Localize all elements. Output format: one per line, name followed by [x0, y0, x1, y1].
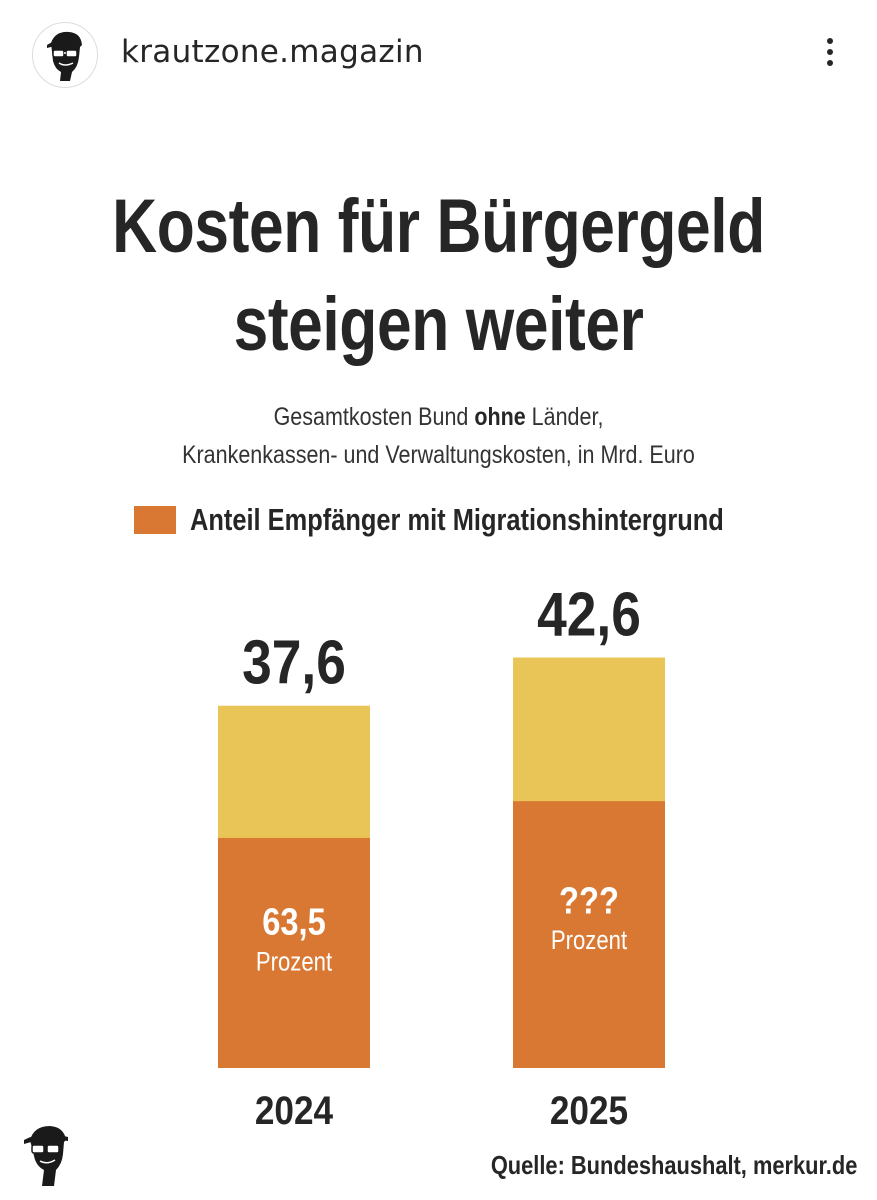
share-label-2025: ???: [559, 879, 619, 922]
x-tick-label-2025: 2025: [550, 1088, 628, 1133]
bar-chart: 37,6 63,5 Prozent 2024 42,6??? Prozent 2025: [218, 581, 665, 1133]
share-unit-2025: Prozent: [551, 926, 627, 956]
legend-swatch: [134, 506, 176, 534]
post-header: krautzone.magazin: [0, 0, 877, 105]
share-label-2024: 63,5: [262, 900, 326, 943]
subtitle-part-1: Gesamtkosten Bund: [273, 403, 475, 431]
total-label-2025: 42,6: [537, 581, 641, 650]
subtitle-part-2: Länder,: [525, 403, 604, 431]
total-label-2024: 37,6: [242, 629, 346, 698]
share-unit-2024: Prozent: [256, 948, 332, 978]
krautzone-logo-icon: [22, 1120, 78, 1190]
chart-title-line-1: Kosten für Bürgergeld: [112, 184, 765, 269]
chart-title-line-2: steigen weiter: [233, 282, 644, 367]
subtitle-bold: ohne: [474, 403, 526, 431]
source-note: Quelle: Bundeshaushalt, merkur.de: [490, 1150, 857, 1180]
bar-share-2025: [513, 801, 665, 1068]
profile-avatar-icon[interactable]: [32, 22, 98, 88]
chart-subtitle: Gesamtkosten Bund ohne Länder, Krankenka…: [61, 398, 815, 474]
more-vertical-icon[interactable]: [812, 32, 848, 72]
legend-label: Anteil Empfänger mit Migrationshintergru…: [190, 502, 724, 537]
account-name[interactable]: krautzone.magazin: [121, 34, 424, 70]
x-tick-label-2024: 2024: [255, 1088, 333, 1133]
chart-title: Kosten für Bürgergeld steigen weiter: [0, 178, 877, 374]
bar-share-2024: [218, 837, 370, 1068]
subtitle-line-2: Krankenkassen- und Verwaltungskosten, in…: [182, 441, 695, 469]
